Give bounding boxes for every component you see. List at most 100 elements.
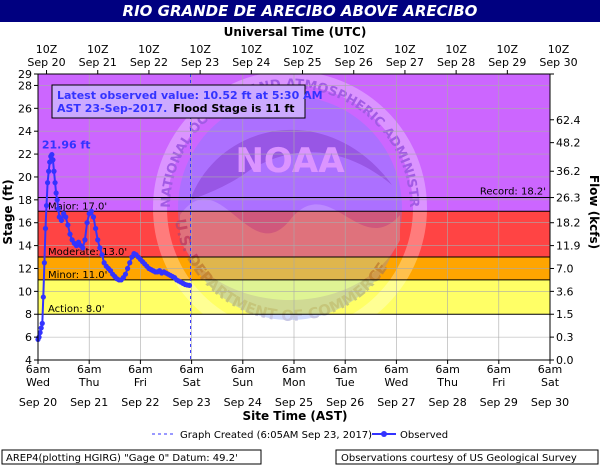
stage-tick-label: 6	[25, 331, 32, 344]
flow-tick-label: 3.6	[556, 285, 574, 298]
observed-point	[41, 260, 48, 266]
flow-tick-label: 11.9	[556, 240, 581, 253]
utc-tick-date: Sep 22	[130, 56, 168, 69]
watermark-bird	[190, 129, 392, 200]
observed-point	[65, 222, 71, 228]
site-tick-date: Sep 21	[70, 396, 108, 409]
site-tick-time: 6am	[128, 363, 152, 376]
site-tick-time: 6am	[77, 363, 101, 376]
observed-point	[37, 329, 43, 336]
utc-tick-date: Sep 23	[181, 56, 219, 69]
site-tick-day: Tue	[335, 376, 355, 389]
title-bar	[0, 0, 600, 22]
watermark-disc	[178, 96, 402, 320]
watermark-outer-ring	[153, 71, 427, 345]
site-tick-date: Sep 25	[275, 396, 313, 409]
stage-tick-label: 29	[18, 68, 32, 81]
observed-point	[97, 245, 103, 251]
stage-tick-label: 4	[25, 354, 32, 367]
site-tick-day: Thu	[436, 376, 458, 389]
site-tick-day: Fri	[134, 376, 147, 389]
observed-point	[45, 180, 51, 186]
flood-threshold-lines: Record: 18.2' Major: 17.0' Moderate: 13.0'…	[38, 187, 550, 315]
site-tick-date: Sep 29	[480, 396, 518, 409]
observed-point	[50, 157, 56, 163]
utc-tick-date: Sep 25	[283, 56, 321, 69]
utc-tick-hour: 10Z	[343, 43, 365, 56]
observed-point	[93, 225, 99, 232]
chart-title: RIO GRANDE DE ARECIBO ABOVE ARECIBO	[123, 2, 478, 20]
site-tick-time: 6am	[384, 363, 408, 376]
utc-tick-hour: 10Z	[87, 43, 109, 56]
site-tick-date: Sep 22	[121, 396, 159, 409]
utc-tick-hour: 10Z	[189, 43, 211, 56]
bottom-axis-title: Site Time (AST)	[242, 409, 347, 423]
observed-point	[55, 206, 61, 212]
utc-tick-date: Sep 26	[335, 56, 373, 69]
observed-point	[52, 180, 58, 186]
site-tick-day: Wed	[384, 376, 408, 389]
observed-point	[53, 190, 59, 196]
moderate-label: Moderate: 13.0'	[48, 247, 127, 258]
site-tick-day: Sat	[541, 376, 560, 389]
observed-point	[67, 231, 73, 237]
right-axis-title: Flow (kcfs)	[587, 175, 600, 249]
info-line-2-flood: Flood Stage is 11 ft	[173, 102, 294, 115]
site-tick-date: Sep 30	[531, 396, 569, 409]
footer-left-box	[1, 449, 262, 465]
footer-credit: Observations courtesy of US Geological S…	[341, 453, 577, 464]
stage-tick-label: 16	[18, 217, 32, 230]
site-tick-date: Sep 28	[428, 396, 466, 409]
top-axis-title: Universal Time (UTC)	[224, 25, 367, 39]
utc-tick-hour: 10Z	[497, 43, 519, 56]
observed-series	[35, 151, 193, 343]
site-tick-time: 6am	[26, 363, 50, 376]
observed-point	[46, 168, 52, 174]
info-line-1: Latest observed value: 10.52 ft at 5:30 …	[57, 89, 323, 102]
legend-graph-created: Graph Created (6:05AM Sep 23, 2017)	[180, 430, 372, 441]
observed-point	[43, 202, 50, 209]
observed-point	[58, 217, 65, 224]
utc-tick-hour: 10Z	[138, 43, 160, 56]
observed-point	[40, 294, 46, 300]
site-tick-date: Sep 20	[19, 396, 57, 409]
utc-tick-date: Sep 28	[437, 56, 475, 69]
watermark-noaa-text: NOAA	[235, 141, 345, 181]
site-tick-day: Sun	[232, 376, 253, 389]
info-line-2-date: AST 23-Sep-2017.	[57, 102, 167, 115]
utc-tick-date: Sep 20	[27, 56, 65, 69]
flow-tick-label: 18.2	[556, 217, 581, 230]
stage-tick-label: 14	[18, 240, 32, 253]
info-line-2: AST 23-Sep-2017. Flood Stage is 11 ft	[57, 102, 294, 115]
observed-point	[95, 237, 101, 243]
flow-tick-label: 36.2	[556, 165, 581, 178]
site-tick-day: Fri	[492, 376, 505, 389]
observed-point	[51, 168, 57, 174]
flow-tick-label: 62.4	[556, 114, 581, 127]
stage-tick-label: 8	[25, 308, 32, 321]
site-tick-date: Sep 23	[172, 396, 210, 409]
observed-point	[54, 197, 60, 203]
stage-tick-label: 20	[18, 171, 32, 184]
utc-tick-hour: 10Z	[394, 43, 416, 56]
flow-tick-label: 1.5	[556, 308, 574, 321]
utc-tick-hour: 10Z	[292, 43, 314, 56]
site-tick-time: 6am	[487, 363, 511, 376]
observed-point	[39, 320, 45, 326]
observed-point	[42, 225, 49, 232]
stage-tick-label: 18	[18, 194, 32, 207]
peak-label: 21.96 ft	[42, 139, 91, 152]
stage-tick-label: 24	[18, 125, 32, 138]
site-tick-time: 6am	[333, 363, 357, 376]
observed-point	[125, 265, 131, 272]
site-tick-time: 6am	[179, 363, 203, 376]
observed-point	[186, 282, 193, 289]
info-box	[51, 84, 306, 119]
site-tick-time: 6am	[231, 363, 255, 376]
legend-observed-marker	[381, 431, 387, 437]
flow-tick-label: 0.3	[556, 331, 574, 344]
left-axis-title: Stage (ft)	[1, 179, 15, 244]
